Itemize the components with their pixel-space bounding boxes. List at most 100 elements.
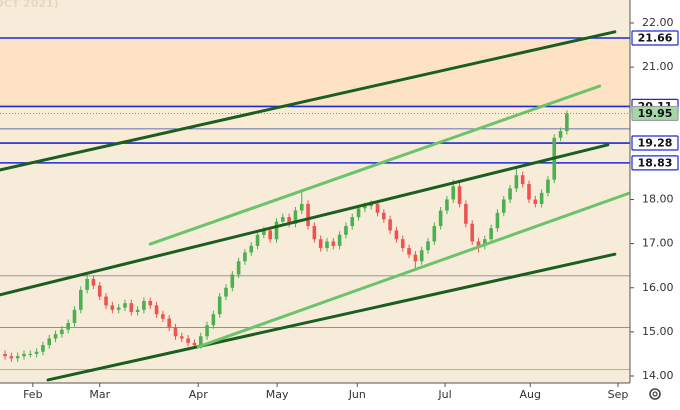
candle-body <box>438 210 443 226</box>
candle-body <box>483 239 487 246</box>
level-label-box <box>631 135 679 151</box>
zone-band <box>0 106 630 144</box>
trend-line <box>46 252 617 382</box>
trend-line <box>196 191 630 349</box>
candle-body <box>274 221 279 240</box>
candle-body <box>495 212 500 229</box>
candle-body <box>331 241 336 246</box>
level-label: 19.28 <box>638 137 673 150</box>
candle-body <box>407 248 411 255</box>
candle-body <box>41 345 45 352</box>
candle-body <box>312 225 317 240</box>
level-label: 21.66 <box>638 32 673 45</box>
candle-body <box>464 203 468 224</box>
x-tick-label: Apr <box>189 388 209 401</box>
time-axis-bg <box>0 383 680 410</box>
level-label-box <box>631 155 679 171</box>
candle-body <box>180 336 184 339</box>
candle-body <box>60 329 64 335</box>
candle-body <box>230 274 235 288</box>
candle-body <box>198 336 203 346</box>
candle-body <box>268 230 272 240</box>
candle-body <box>363 206 367 209</box>
candle-body <box>539 192 544 204</box>
candle-body <box>382 212 386 220</box>
candle-body <box>249 245 254 253</box>
candle-body <box>325 241 329 249</box>
y-tick-label: 18.00 <box>642 193 674 206</box>
candle-body <box>457 186 462 204</box>
x-tick-label: Jun <box>348 388 366 401</box>
candle-body <box>262 230 266 235</box>
candle-body <box>369 203 373 207</box>
candle-body <box>116 307 121 310</box>
x-tick-label: May <box>266 388 289 401</box>
candle-body <box>236 261 241 275</box>
watermark-title: ES (OCT 2021) <box>0 0 59 10</box>
candle-body <box>375 203 380 213</box>
trend-line <box>0 30 617 172</box>
candle-body <box>281 217 285 222</box>
candle-body <box>394 230 399 240</box>
candle-body <box>161 314 165 319</box>
x-tick-label: Mar <box>89 388 110 401</box>
candle-body <box>91 278 96 286</box>
candle-body <box>192 342 197 346</box>
candle-body <box>388 219 392 231</box>
candle-body <box>287 217 291 224</box>
x-tick-label: Jul <box>437 388 451 401</box>
level-label: 18.83 <box>638 156 673 169</box>
y-tick-label: 14.00 <box>642 369 674 382</box>
level-label-box <box>631 105 679 122</box>
candle-body <box>22 353 26 357</box>
y-tick-label: 17.00 <box>642 237 674 250</box>
candle-body <box>173 327 178 337</box>
y-tick-label: 21.00 <box>642 60 674 73</box>
candle-body <box>344 225 348 235</box>
level-label: 19.95 <box>638 107 673 120</box>
candle-body <box>79 289 83 310</box>
candle-body <box>476 241 481 246</box>
x-tick-label: Aug <box>520 388 541 401</box>
candle-body <box>34 351 39 354</box>
candle-body <box>15 356 20 359</box>
candle-body <box>413 254 418 262</box>
candle-body <box>66 323 70 330</box>
candle-body <box>205 325 209 337</box>
candle-body <box>451 186 456 200</box>
candle-body <box>527 184 531 200</box>
candle-body <box>148 300 153 306</box>
candle-body <box>318 239 323 249</box>
level-label-box <box>631 30 679 46</box>
candle-body <box>110 305 115 310</box>
candle-body <box>53 334 58 339</box>
price-axis-bg <box>630 0 680 410</box>
candle-body <box>129 303 134 313</box>
candle-body <box>135 309 140 313</box>
candle-body <box>489 228 493 240</box>
candle-body <box>432 225 437 242</box>
candle-body <box>167 318 171 328</box>
candle-body <box>9 356 14 359</box>
candle-body <box>255 234 260 246</box>
candle-body <box>546 179 550 193</box>
candle-body <box>186 338 190 343</box>
settings-icon[interactable] <box>649 388 661 400</box>
candle-body <box>337 234 342 246</box>
candle-body <box>211 314 216 326</box>
candle-body <box>508 188 512 200</box>
candle-body <box>299 203 304 211</box>
candle-body <box>154 305 159 315</box>
candle-body <box>104 296 108 306</box>
candle-body <box>47 338 52 346</box>
candle-body <box>445 199 449 211</box>
candle-body <box>293 210 298 224</box>
candle-body <box>123 303 127 308</box>
candle-body <box>217 296 222 315</box>
candle-body <box>306 203 310 226</box>
trend-line <box>148 84 602 246</box>
candle-body <box>470 223 474 242</box>
x-tick-label: Feb <box>23 388 42 401</box>
candle-body <box>520 175 525 185</box>
zone-band <box>0 38 630 107</box>
